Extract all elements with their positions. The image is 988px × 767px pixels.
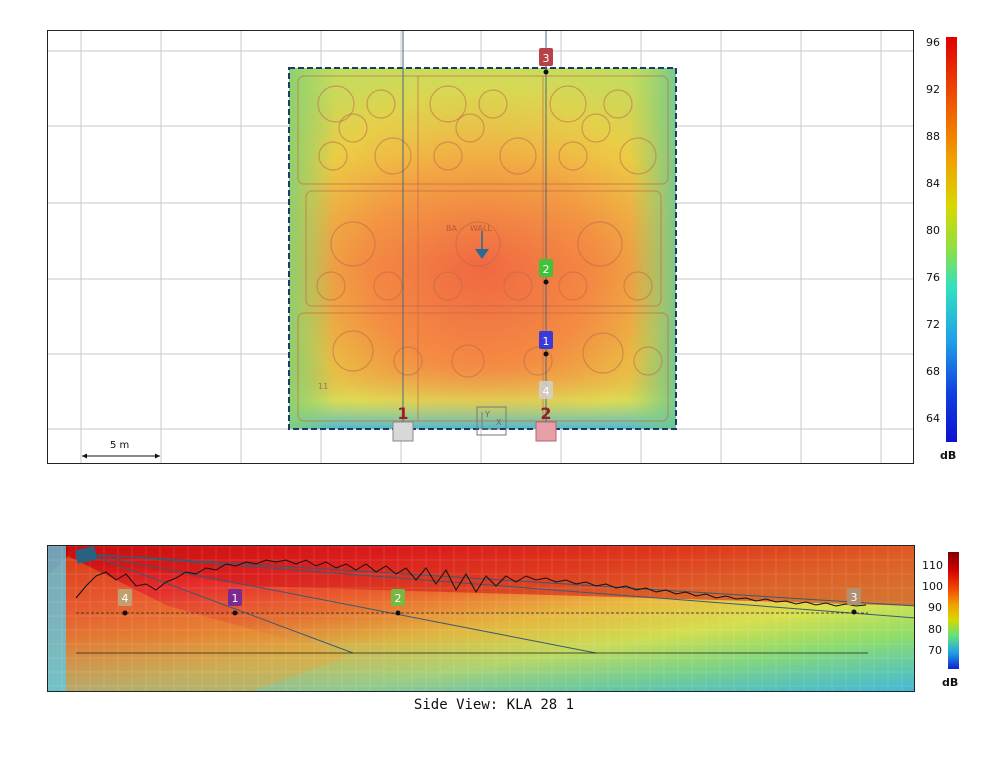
top-cbar-tick: 92 <box>926 83 940 96</box>
side-marker-2[interactable]: 2 <box>391 589 405 616</box>
top-view-svg: BA WALL 11 3 2 1 4 <box>48 31 913 463</box>
top-cbar-tick: 84 <box>926 177 940 190</box>
side-view-plot[interactable]: 4 1 2 3 <box>47 545 915 692</box>
top-cbar-tick: 72 <box>926 318 940 331</box>
side-cbar-tick: 110 <box>922 559 943 572</box>
speaker-axis-lines <box>402 31 547 431</box>
listener-marker-4[interactable]: 4 <box>539 381 553 399</box>
top-cbar-tick: 80 <box>926 224 940 237</box>
scale-bar: 5 m <box>80 440 162 460</box>
top-cbar-tick: 68 <box>926 365 940 378</box>
side-cbar-tick: 80 <box>928 623 942 636</box>
source-label-2: 2 <box>540 404 551 423</box>
svg-text:1: 1 <box>543 335 550 348</box>
origin-axes-icon: Y X <box>476 406 507 436</box>
svg-text:4: 4 <box>122 592 129 605</box>
side-cbar-tick: 70 <box>928 644 942 657</box>
top-cbar-tick: 88 <box>926 130 940 143</box>
floor-plan-drawing <box>297 75 669 422</box>
source-speaker-1[interactable]: 1 <box>392 404 414 442</box>
top-view-plot[interactable]: BA WALL 11 3 2 1 4 <box>47 30 914 464</box>
side-cbar-tick: 100 <box>922 580 943 593</box>
listener-marker-2[interactable]: 2 <box>539 259 553 285</box>
side-marker-3[interactable]: 3 <box>847 588 861 615</box>
svg-text:2: 2 <box>543 263 550 276</box>
side-marker-1[interactable]: 1 <box>228 589 242 616</box>
side-source-icon <box>75 546 97 564</box>
svg-text:3: 3 <box>851 591 858 604</box>
side-view-caption: Side View: KLA 28 1 <box>413 697 575 713</box>
svg-text:3: 3 <box>543 52 550 65</box>
side-reference-lines <box>76 612 868 654</box>
scale-bar-label: 5 m <box>110 440 130 451</box>
source-arrow-icon <box>475 231 489 259</box>
plan-text-11: 11 <box>318 382 328 391</box>
top-cbar-tick: 64 <box>926 412 940 425</box>
svg-text:X: X <box>496 418 502 427</box>
plan-text-wall: WALL <box>470 224 492 233</box>
svg-text:4: 4 <box>543 385 550 398</box>
top-cbar-unit: dB <box>940 449 957 462</box>
plan-annotations: BA WALL 11 <box>318 224 492 391</box>
side-colorbar-gradient <box>948 552 959 669</box>
top-cbar-tick: 76 <box>926 271 940 284</box>
top-cbar-tick: 96 <box>926 36 940 49</box>
listener-marker-3[interactable]: 3 <box>539 48 553 75</box>
source-speaker-2[interactable]: 2 <box>535 404 557 442</box>
plan-text-ba: BA <box>446 224 457 233</box>
svg-text:1: 1 <box>232 592 239 605</box>
side-marker-4[interactable]: 4 <box>118 589 132 616</box>
svg-text:2: 2 <box>395 592 402 605</box>
svg-text:Y: Y <box>484 410 490 419</box>
listener-marker-1[interactable]: 1 <box>539 331 553 357</box>
side-cbar-unit: dB <box>942 676 959 689</box>
side-view-svg: 4 1 2 3 <box>48 546 914 691</box>
top-colorbar-gradient <box>946 37 957 442</box>
side-cbar-tick: 90 <box>928 601 942 614</box>
side-response-curve <box>75 559 867 607</box>
source-label-1: 1 <box>397 404 408 423</box>
